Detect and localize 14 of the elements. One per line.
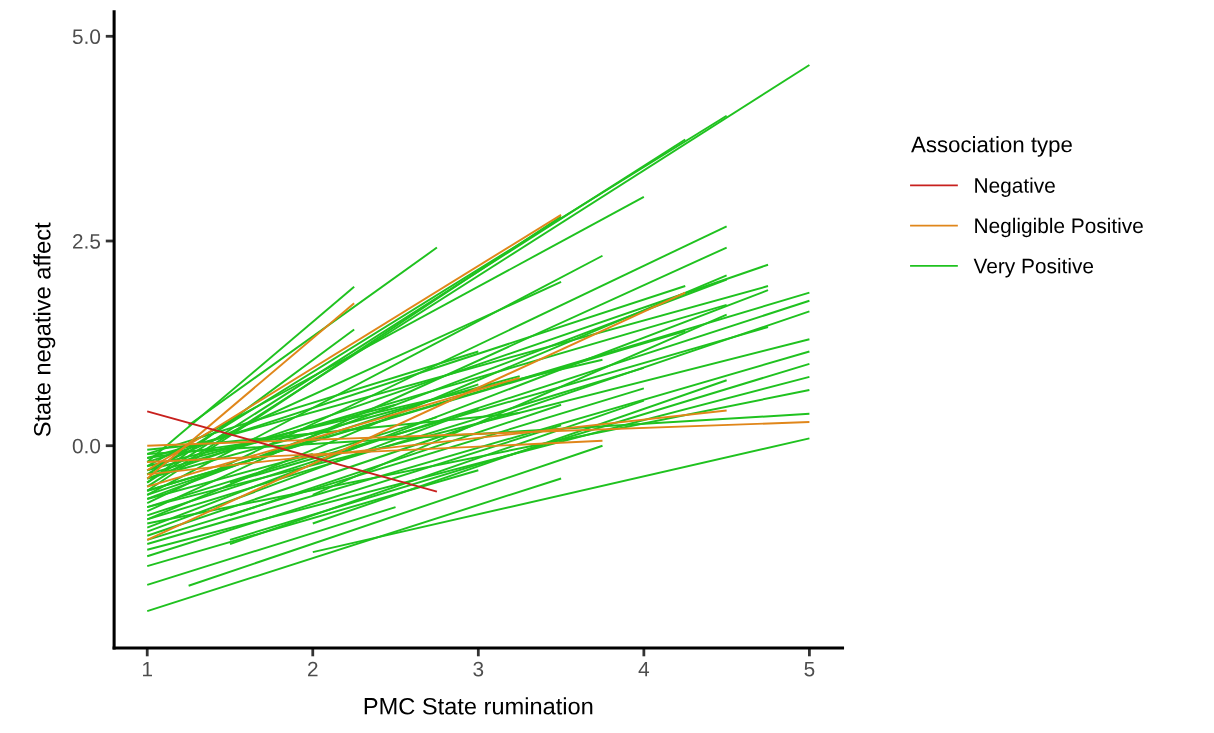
y-tick-label: 5.0 bbox=[72, 29, 101, 45]
x-tick-label: 3 bbox=[473, 661, 484, 677]
x-tick-label: 2 bbox=[308, 661, 318, 677]
y-axis-title: State negative affect bbox=[33, 222, 56, 437]
legend-title: Association type bbox=[911, 136, 1072, 157]
x-tick-label: 1 bbox=[143, 661, 152, 677]
y-tick-label: 0.0 bbox=[72, 438, 101, 454]
legend-label: Negligible Positive bbox=[975, 217, 1143, 238]
y-tick-label: 2.5 bbox=[73, 234, 101, 249]
x-tick-label: 4 bbox=[638, 661, 650, 677]
legend-label: Negative bbox=[975, 177, 1055, 197]
legend-label: Very Positive bbox=[973, 258, 1094, 278]
x-axis-title: PMC State rumination bbox=[364, 697, 593, 715]
x-tick-label: 5 bbox=[804, 661, 815, 677]
